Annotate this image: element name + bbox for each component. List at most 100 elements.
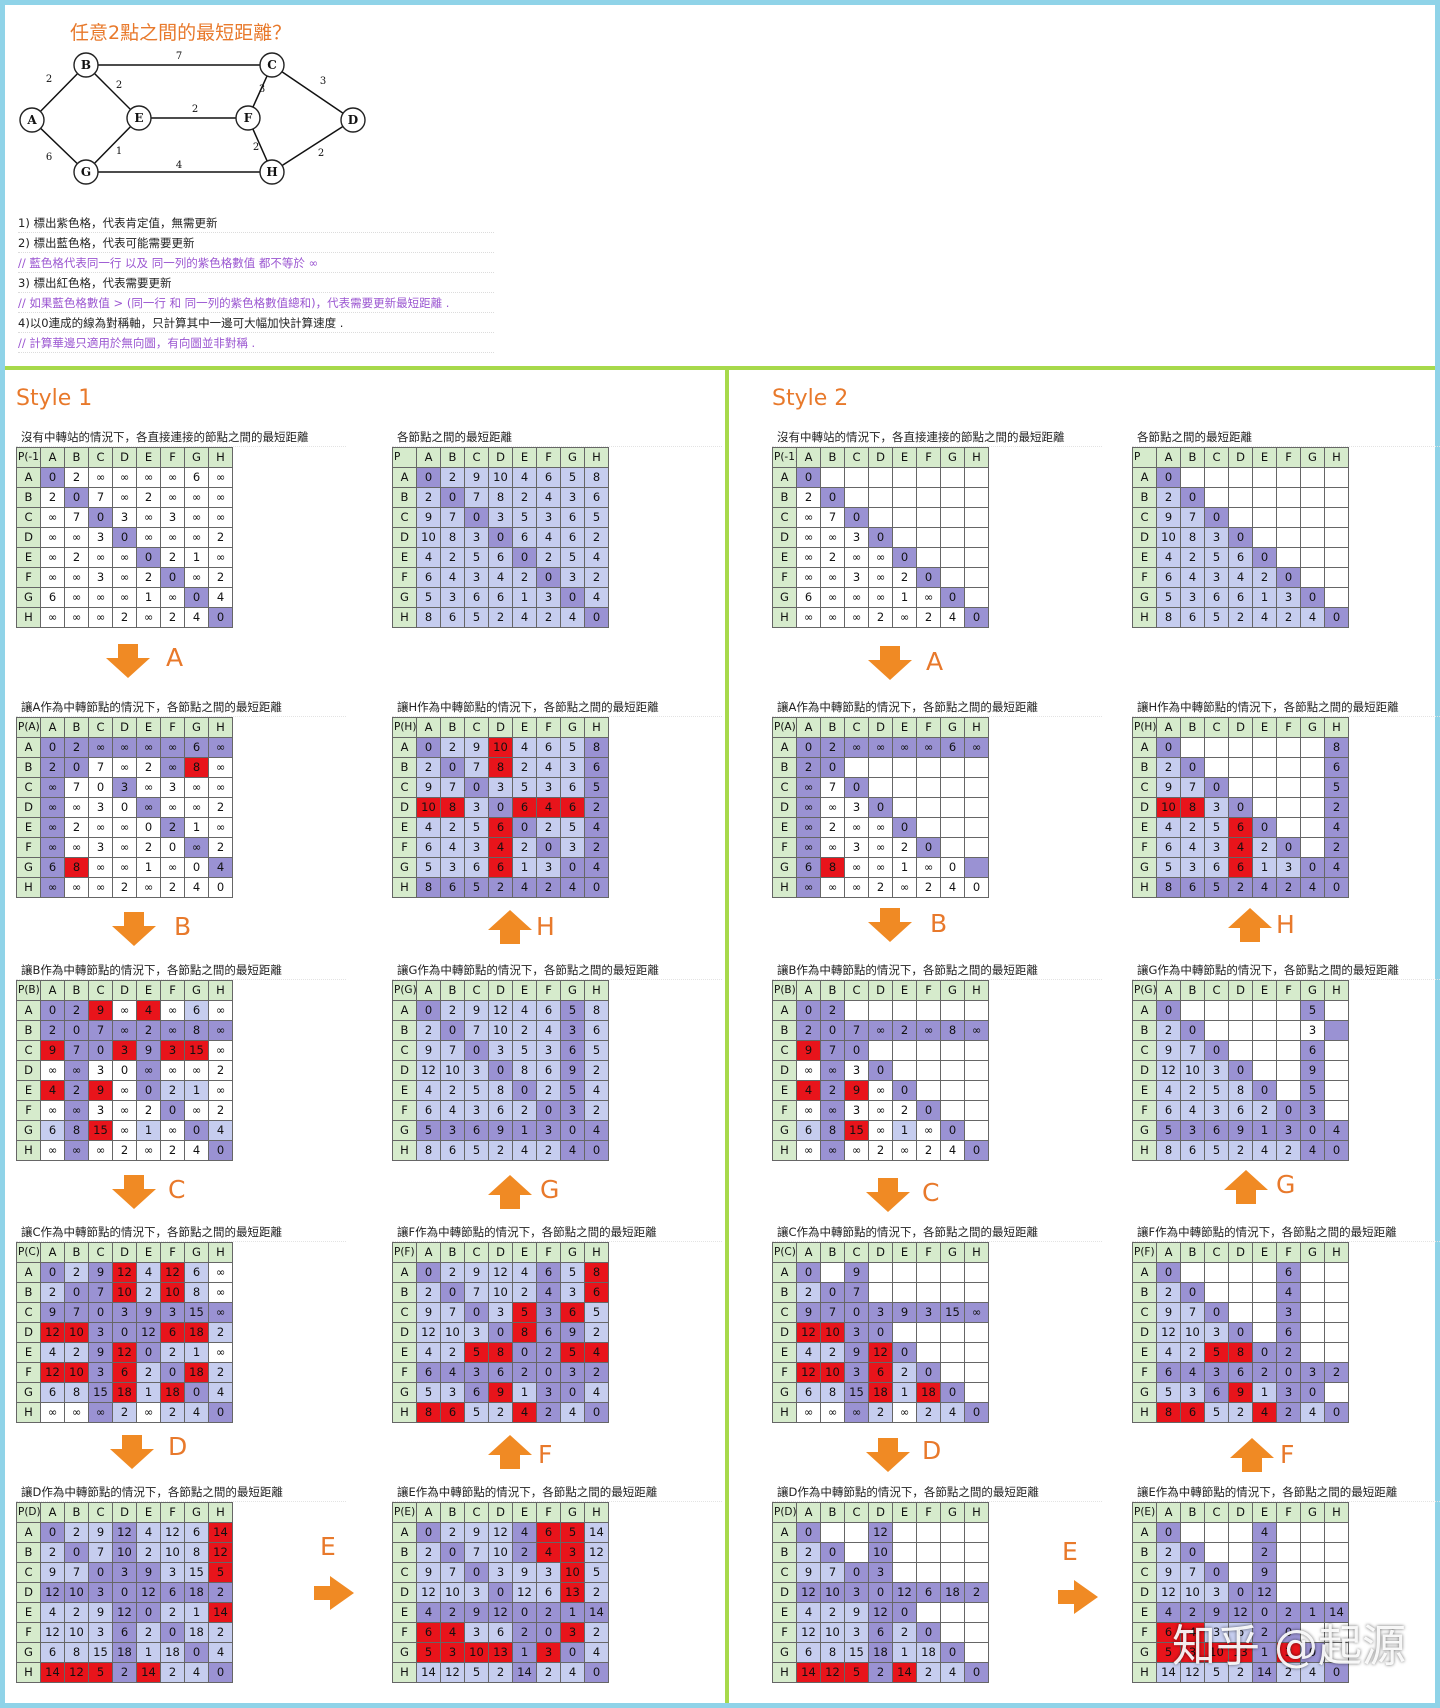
row-header: G (393, 588, 417, 608)
matrix-cell: 0 (1157, 468, 1181, 488)
matrix-cell: ∞ (89, 548, 113, 568)
edge-weight-A-B: 2 (46, 74, 52, 85)
matrix-cell: ∞ (209, 738, 233, 758)
matrix-cell (941, 798, 965, 818)
matrix-cell: 9 (41, 1303, 65, 1323)
matrix-cell: 3 (441, 1643, 465, 1663)
matrix-cell: 0 (1301, 588, 1325, 608)
matrix-cell: 2 (161, 608, 185, 628)
matrix-cell: 8 (1157, 608, 1181, 628)
matrix-cell: ∞ (209, 1283, 233, 1303)
matrix-panel: 讓A作為中轉節點的情況下，各節點之間的最短距離 P(A) A B C D E F G H A 0 2 ∞ ∞… (772, 697, 1102, 898)
matrix-cell: 4 (537, 798, 561, 818)
matrix-panel: 讓G作為中轉節點的情況下，各節點之間的最短距離 P(G) A B C D E F G H A 0 2 9 1… (392, 960, 722, 1161)
matrix-cell: 5 (465, 878, 489, 898)
matrix-cell: 4 (561, 1141, 585, 1161)
matrix-cell (821, 1263, 845, 1283)
matrix-cell (1229, 758, 1253, 778)
row-header: B (773, 488, 797, 508)
matrix-cell (869, 1001, 893, 1021)
matrix-cell (941, 1563, 965, 1583)
row-header: E (773, 1081, 797, 1101)
col-header: D (869, 718, 893, 738)
matrix-cell: 6 (1205, 588, 1229, 608)
col-header: E (1253, 448, 1277, 468)
matrix-cell: 0 (965, 608, 989, 628)
matrix-cell: 0 (537, 1101, 561, 1121)
matrix-cell: 10 (417, 798, 441, 818)
col-header: C (845, 1243, 869, 1263)
matrix-cell: 4 (1253, 1403, 1277, 1423)
matrix-panel: 讓E作為中轉節點的情況下，各節點之間的最短距離 P(E) A B C D E F G H A 0 2 9 1… (392, 1482, 722, 1683)
matrix-cell (1325, 1303, 1349, 1323)
matrix-cell: 18 (869, 1383, 893, 1403)
matrix-cell: ∞ (821, 838, 845, 858)
matrix-cell: ∞ (137, 878, 161, 898)
col-header: D (1229, 1503, 1253, 1523)
col-header: G (185, 448, 209, 468)
matrix-cell: ∞ (161, 858, 185, 878)
matrix-cell (941, 468, 965, 488)
matrix-cell: 12 (113, 1263, 137, 1283)
matrix-cell: 7 (89, 488, 113, 508)
matrix-label: P(G) (1133, 981, 1157, 1001)
matrix-cell: 0 (65, 1021, 89, 1041)
matrix-cell: 2 (137, 838, 161, 858)
matrix-cell: 3 (537, 1643, 561, 1663)
col-header: G (561, 981, 585, 1001)
matrix-cell: 0 (441, 488, 465, 508)
matrix-panel: 讓H作為中轉節點的情況下，各節點之間的最短距離 P(H) A B C D E F G H A 0 8 B 2… (1132, 697, 1440, 898)
matrix-cell: 4 (537, 1543, 561, 1563)
matrix-cell: 2 (441, 1343, 465, 1363)
svg-text:A: A (26, 113, 37, 127)
matrix-cell: 4 (1301, 1141, 1325, 1161)
matrix-label: P(D) (17, 1503, 41, 1523)
matrix-cell: 5 (465, 1403, 489, 1423)
row-header: A (1133, 738, 1157, 758)
matrix-cell: ∞ (917, 858, 941, 878)
matrix-cell: 8 (585, 1263, 609, 1283)
matrix-cell: 8 (1157, 1403, 1181, 1423)
matrix-cell: ∞ (113, 1081, 137, 1101)
row-header: E (1133, 1343, 1157, 1363)
matrix-cell: 6 (417, 568, 441, 588)
matrix-cell (1277, 1523, 1301, 1543)
matrix-cell: ∞ (137, 1141, 161, 1161)
matrix-cell: 2 (209, 838, 233, 858)
matrix-cell: 2 (1277, 1403, 1301, 1423)
col-header: B (441, 448, 465, 468)
matrix-cell: 3 (89, 798, 113, 818)
matrix-label: P(C) (773, 1243, 797, 1263)
matrix-cell: 6 (869, 1623, 893, 1643)
matrix-cell: 7 (845, 1283, 869, 1303)
matrix-cell: 0 (441, 1543, 465, 1563)
matrix-cell: 0 (185, 1121, 209, 1141)
matrix-cell: 3 (537, 778, 561, 798)
matrix-cell: 5 (513, 1041, 537, 1061)
row-header: A (773, 738, 797, 758)
matrix-cell: 0 (65, 758, 89, 778)
matrix-cell: 2 (537, 1343, 561, 1363)
matrix-cell: ∞ (41, 528, 65, 548)
matrix-cell: ∞ (185, 1061, 209, 1081)
row-header: G (393, 1643, 417, 1663)
matrix-cell (965, 1623, 989, 1643)
matrix-cell: ∞ (821, 568, 845, 588)
row-header: D (1133, 528, 1157, 548)
matrix-cell: ∞ (869, 568, 893, 588)
matrix-cell: 2 (893, 1101, 917, 1121)
node-A: A (19, 107, 45, 133)
matrix-cell: 8 (585, 468, 609, 488)
matrix-cell: 18 (917, 1383, 941, 1403)
matrix-cell (845, 468, 869, 488)
matrix-label: P(A) (17, 718, 41, 738)
row-header: E (17, 1603, 41, 1623)
matrix-cell: 3 (1205, 568, 1229, 588)
row-header: H (1133, 1141, 1157, 1161)
matrix-cell: 3 (561, 1623, 585, 1643)
matrix-cell: 3 (561, 1543, 585, 1563)
matrix-cell: 7 (465, 758, 489, 778)
matrix-cell: 3 (465, 1323, 489, 1343)
matrix-label: P(E) (393, 1503, 417, 1523)
